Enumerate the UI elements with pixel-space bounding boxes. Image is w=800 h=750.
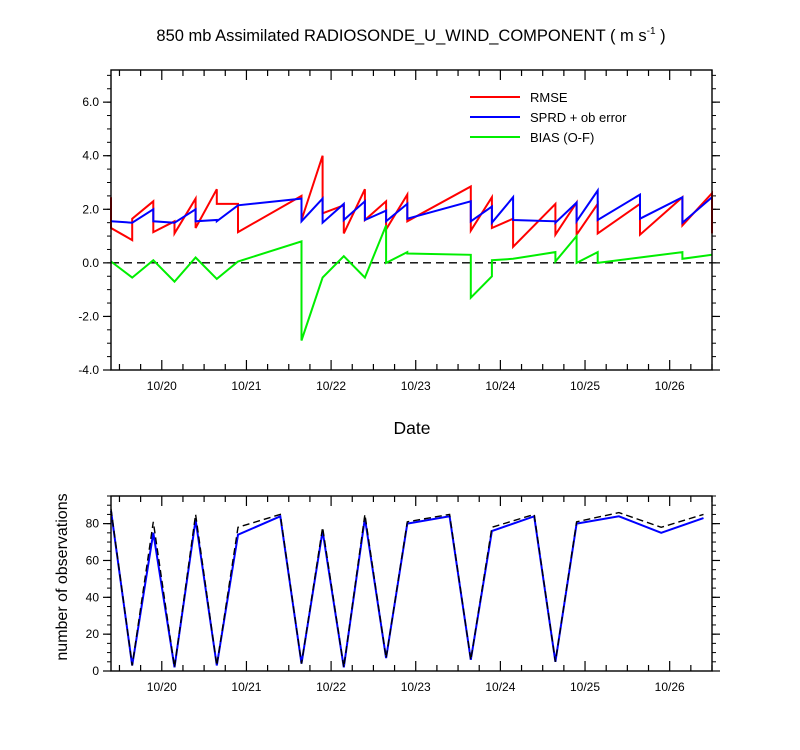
y-tick-label: 40: [86, 590, 100, 604]
x-tick-label: 10/25: [570, 379, 600, 393]
y-tick-label: 6.0: [82, 95, 99, 109]
x-tick-label: 10/24: [485, 680, 515, 694]
series-line-sprd-ob-error: [110, 187, 713, 226]
bottom-x-tick-labels: 10/20 10/21 10/22 10/23 10/24 10/25 10/26: [147, 680, 685, 694]
bottom-y-axis-label: number of observations: [54, 493, 71, 660]
x-tick-label: 10/26: [655, 680, 685, 694]
series-line-assimilated: [110, 510, 704, 668]
bottom-plot-frame: [110, 495, 713, 672]
y-tick-label: 0: [92, 664, 99, 678]
top-plot-frame: [110, 69, 713, 371]
x-tick-label: 10/22: [316, 379, 346, 393]
y-tick-label: 0.0: [82, 256, 99, 270]
legend-label-bias-o-f: BIAS (O-F): [530, 130, 594, 145]
y-tick-label: 60: [86, 553, 100, 567]
x-tick-label: 10/23: [401, 379, 431, 393]
x-tick-label: 10/24: [485, 379, 515, 393]
x-tick-label: 10/25: [570, 680, 600, 694]
x-tick-label: 10/23: [401, 680, 431, 694]
chart-title-superscript: -1: [647, 26, 656, 37]
top-y-tick-labels: -4.0 -2.0 0.0 2.0 4.0 6.0: [78, 95, 99, 377]
top-series-group: [110, 155, 713, 341]
top-legend: RMSE SPRD + ob error BIAS (O-F): [470, 90, 627, 145]
series-line-bias-o-f: [110, 225, 713, 341]
series-line-possible: [110, 508, 704, 668]
x-tick-label: 10/21: [231, 379, 261, 393]
y-tick-label: 4.0: [82, 149, 99, 163]
y-tick-label: -4.0: [78, 363, 99, 377]
legend-label-sprd-ob-error: SPRD + ob error: [530, 110, 627, 125]
x-tick-label: 10/26: [655, 379, 685, 393]
x-tick-label: 10/20: [147, 680, 177, 694]
top-x-tick-labels: 10/20 10/21 10/22 10/23 10/24 10/25 10/26: [147, 379, 685, 393]
x-tick-label: 10/21: [231, 680, 261, 694]
x-tick-label: 10/22: [316, 680, 346, 694]
y-tick-label: 80: [86, 517, 100, 531]
series-line-rmse: [110, 155, 713, 250]
chart-title-main: 850 mb Assimilated RADIOSONDE_U_WIND_COM…: [156, 27, 646, 45]
legend-label-rmse: RMSE: [530, 90, 568, 105]
x-tick-label: 10/20: [147, 379, 177, 393]
chart-title-end: ): [656, 27, 666, 45]
top-x-axis-label: Date: [394, 418, 431, 438]
chart-title: 850 mb Assimilated RADIOSONDE_U_WIND_COM…: [156, 26, 665, 45]
bottom-y-tick-labels: 0 20 40 60 80: [86, 517, 100, 678]
y-tick-label: 20: [86, 627, 100, 641]
bottom-series-group: [110, 508, 704, 668]
y-tick-label: -2.0: [78, 309, 99, 323]
y-tick-label: 2.0: [82, 202, 99, 216]
